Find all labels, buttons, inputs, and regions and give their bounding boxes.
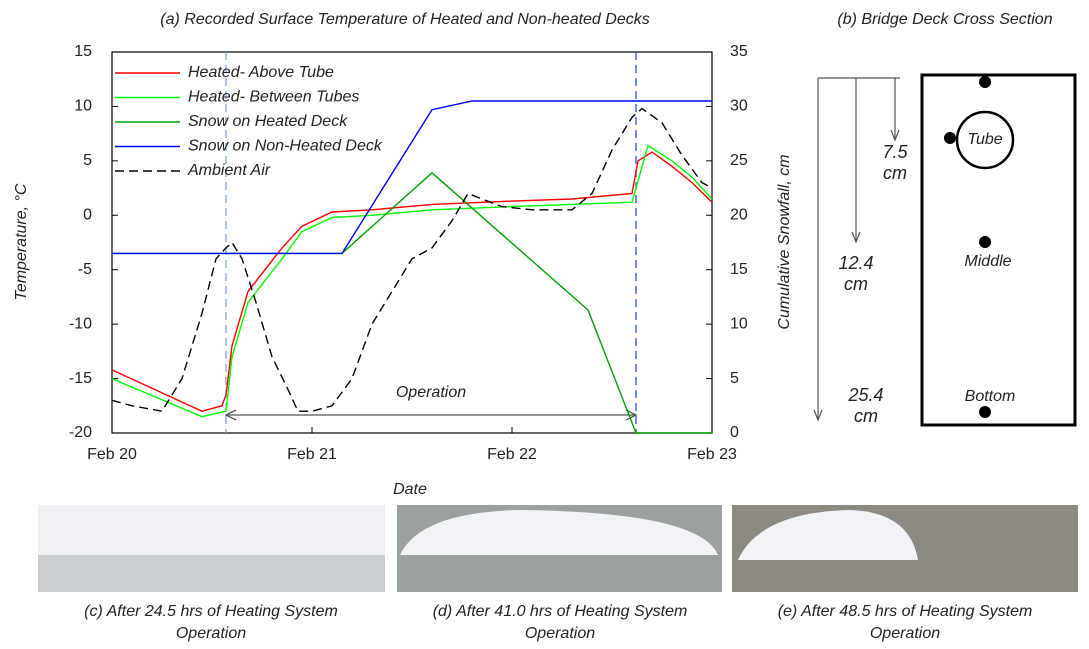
y-axis-label: Temperature, °C bbox=[13, 183, 30, 300]
y-tick-label: 10 bbox=[74, 98, 92, 115]
y2-tick-label: 35 bbox=[730, 43, 748, 60]
deck-section bbox=[920, 73, 1077, 427]
depth-label: 25.4 cm bbox=[848, 385, 884, 426]
series-line bbox=[112, 100, 712, 255]
sensors bbox=[944, 76, 991, 418]
y-tick-label: 15 bbox=[74, 43, 92, 60]
legend-label: Snow on Non-Heated Deck bbox=[188, 138, 383, 155]
point-label: Middle bbox=[964, 253, 1011, 270]
legend-label: Ambient Air bbox=[187, 162, 271, 179]
y2-tick-label: 20 bbox=[730, 207, 748, 224]
depth-label: 7.5 cm bbox=[882, 142, 908, 183]
diagram-title: (b) Bridge Deck Cross Section bbox=[837, 11, 1052, 28]
y2-tick-label: 10 bbox=[730, 315, 748, 332]
x-axis-label: Date bbox=[393, 481, 427, 498]
series-line bbox=[111, 107, 713, 412]
series-line bbox=[111, 151, 713, 412]
chart-title: (a) Recorded Surface Temperature of Heat… bbox=[160, 11, 649, 28]
tube bbox=[955, 110, 1015, 170]
y2-tick-label: 5 bbox=[730, 370, 739, 387]
y-tick-label: -5 bbox=[78, 261, 92, 278]
operation-arrow bbox=[224, 409, 638, 421]
legend-label: Snow on Heated Deck bbox=[188, 113, 348, 130]
point-label: Bottom bbox=[965, 388, 1016, 405]
photo-caption: (c) After 24.5 hrs of Heating System Ope… bbox=[84, 603, 338, 642]
point-label: Tube bbox=[967, 131, 1002, 148]
x-tick-label: Feb 22 bbox=[487, 446, 537, 463]
y-tick-label: 5 bbox=[83, 152, 92, 169]
y2-tick-label: 25 bbox=[730, 152, 748, 169]
y2-tick-label: 15 bbox=[730, 261, 748, 278]
photo-caption: (d) After 41.0 hrs of Heating System Ope… bbox=[432, 603, 688, 642]
series-line bbox=[111, 144, 713, 418]
y2-axis-label: Cumulative Snowfall, cm bbox=[776, 154, 793, 329]
depth-arrows bbox=[813, 77, 900, 422]
snow bbox=[738, 510, 918, 560]
y-tick-label: -15 bbox=[69, 370, 92, 387]
y2-tick-label: 0 bbox=[730, 424, 739, 441]
annotation: Operation bbox=[396, 384, 466, 401]
snow bbox=[400, 510, 718, 555]
x-tick-label: Feb 23 bbox=[687, 446, 737, 463]
plot-frame bbox=[111, 51, 713, 434]
y2-tick-label: 30 bbox=[730, 98, 748, 115]
y-tick-label: -20 bbox=[69, 424, 92, 441]
x-tick-label: Feb 20 bbox=[87, 446, 137, 463]
y-tick-label: -10 bbox=[69, 315, 92, 332]
legend-label: Heated- Between Tubes bbox=[188, 89, 359, 106]
y-tick-label: 0 bbox=[83, 207, 92, 224]
x-tick-label: Feb 21 bbox=[287, 446, 337, 463]
depth-label: 12.4 cm bbox=[838, 253, 874, 294]
photo-caption: (e) After 48.5 hrs of Heating System Ope… bbox=[777, 603, 1033, 642]
legend-label: Heated- Above Tube bbox=[188, 64, 334, 81]
snow bbox=[38, 505, 385, 555]
